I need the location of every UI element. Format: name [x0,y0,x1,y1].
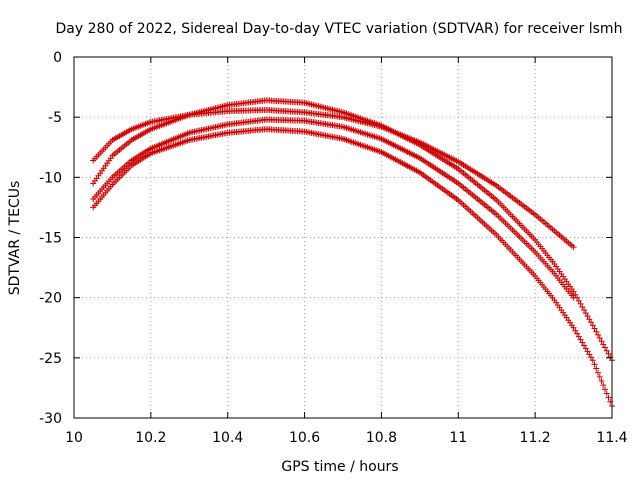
data-point [598,378,605,385]
data-point [603,347,610,354]
data-point [570,244,577,251]
data-point [600,382,607,389]
data-point [589,357,596,364]
plot-frame [73,56,613,419]
y-tick-label: -15 [39,231,62,247]
data-point [570,294,577,301]
data-point [588,319,595,326]
data-point [581,307,588,314]
data-point [603,390,610,397]
x-tick-label: 10.8 [366,430,397,446]
data-point [577,300,584,307]
x-tick-label: 10.2 [135,430,166,446]
y-tick-label: -20 [39,291,62,307]
x-tick-label: 10 [65,430,83,446]
x-tick-label: 11.2 [520,430,551,446]
data-point [598,338,605,345]
x-tick-label: 11 [449,430,467,446]
data-point [605,350,612,357]
series-track-4 [90,126,615,409]
y-axis-label: SDTVAR / TECUs [7,181,23,296]
y-tick-label: -25 [39,351,62,367]
data-point [602,344,609,351]
data-point [584,313,591,320]
data-point [591,361,598,368]
data-point [602,386,609,393]
data-point [591,325,598,332]
data-point [595,331,602,338]
x-tick-label: 10.6 [289,430,320,446]
y-tick-label: -5 [48,110,62,126]
chart-title: Day 280 of 2022, Sidereal Day-to-day VTE… [56,21,623,37]
series-track-2 [90,97,615,364]
data-point [605,394,612,401]
data-point [582,310,589,317]
y-tick-label: -30 [39,411,62,427]
data-point [596,373,603,380]
x-tick-labels: 10 10.2 10.4 10.6 10.8 11 11.2 11.4 [65,430,628,446]
data-point [570,288,577,295]
x-tick-label: 10.4 [212,430,243,446]
x-tick-label: 11.4 [596,430,627,446]
data-points [90,97,615,409]
data-point [596,335,603,342]
data-point [589,322,596,329]
data-point [586,316,593,323]
data-point [579,303,586,310]
data-point [575,297,582,304]
data-point [593,365,600,372]
data-point [600,341,607,348]
series-track-3 [90,116,577,301]
y-tick-label: 0 [53,50,62,66]
data-point [593,328,600,335]
y-tick-labels: 0 -5 -10 -15 -20 -25 -30 [39,50,62,427]
y-tick-label: -10 [39,170,62,186]
data-point [595,369,602,376]
series-track-1 [90,106,577,251]
x-axis-label: GPS time / hours [281,459,398,475]
